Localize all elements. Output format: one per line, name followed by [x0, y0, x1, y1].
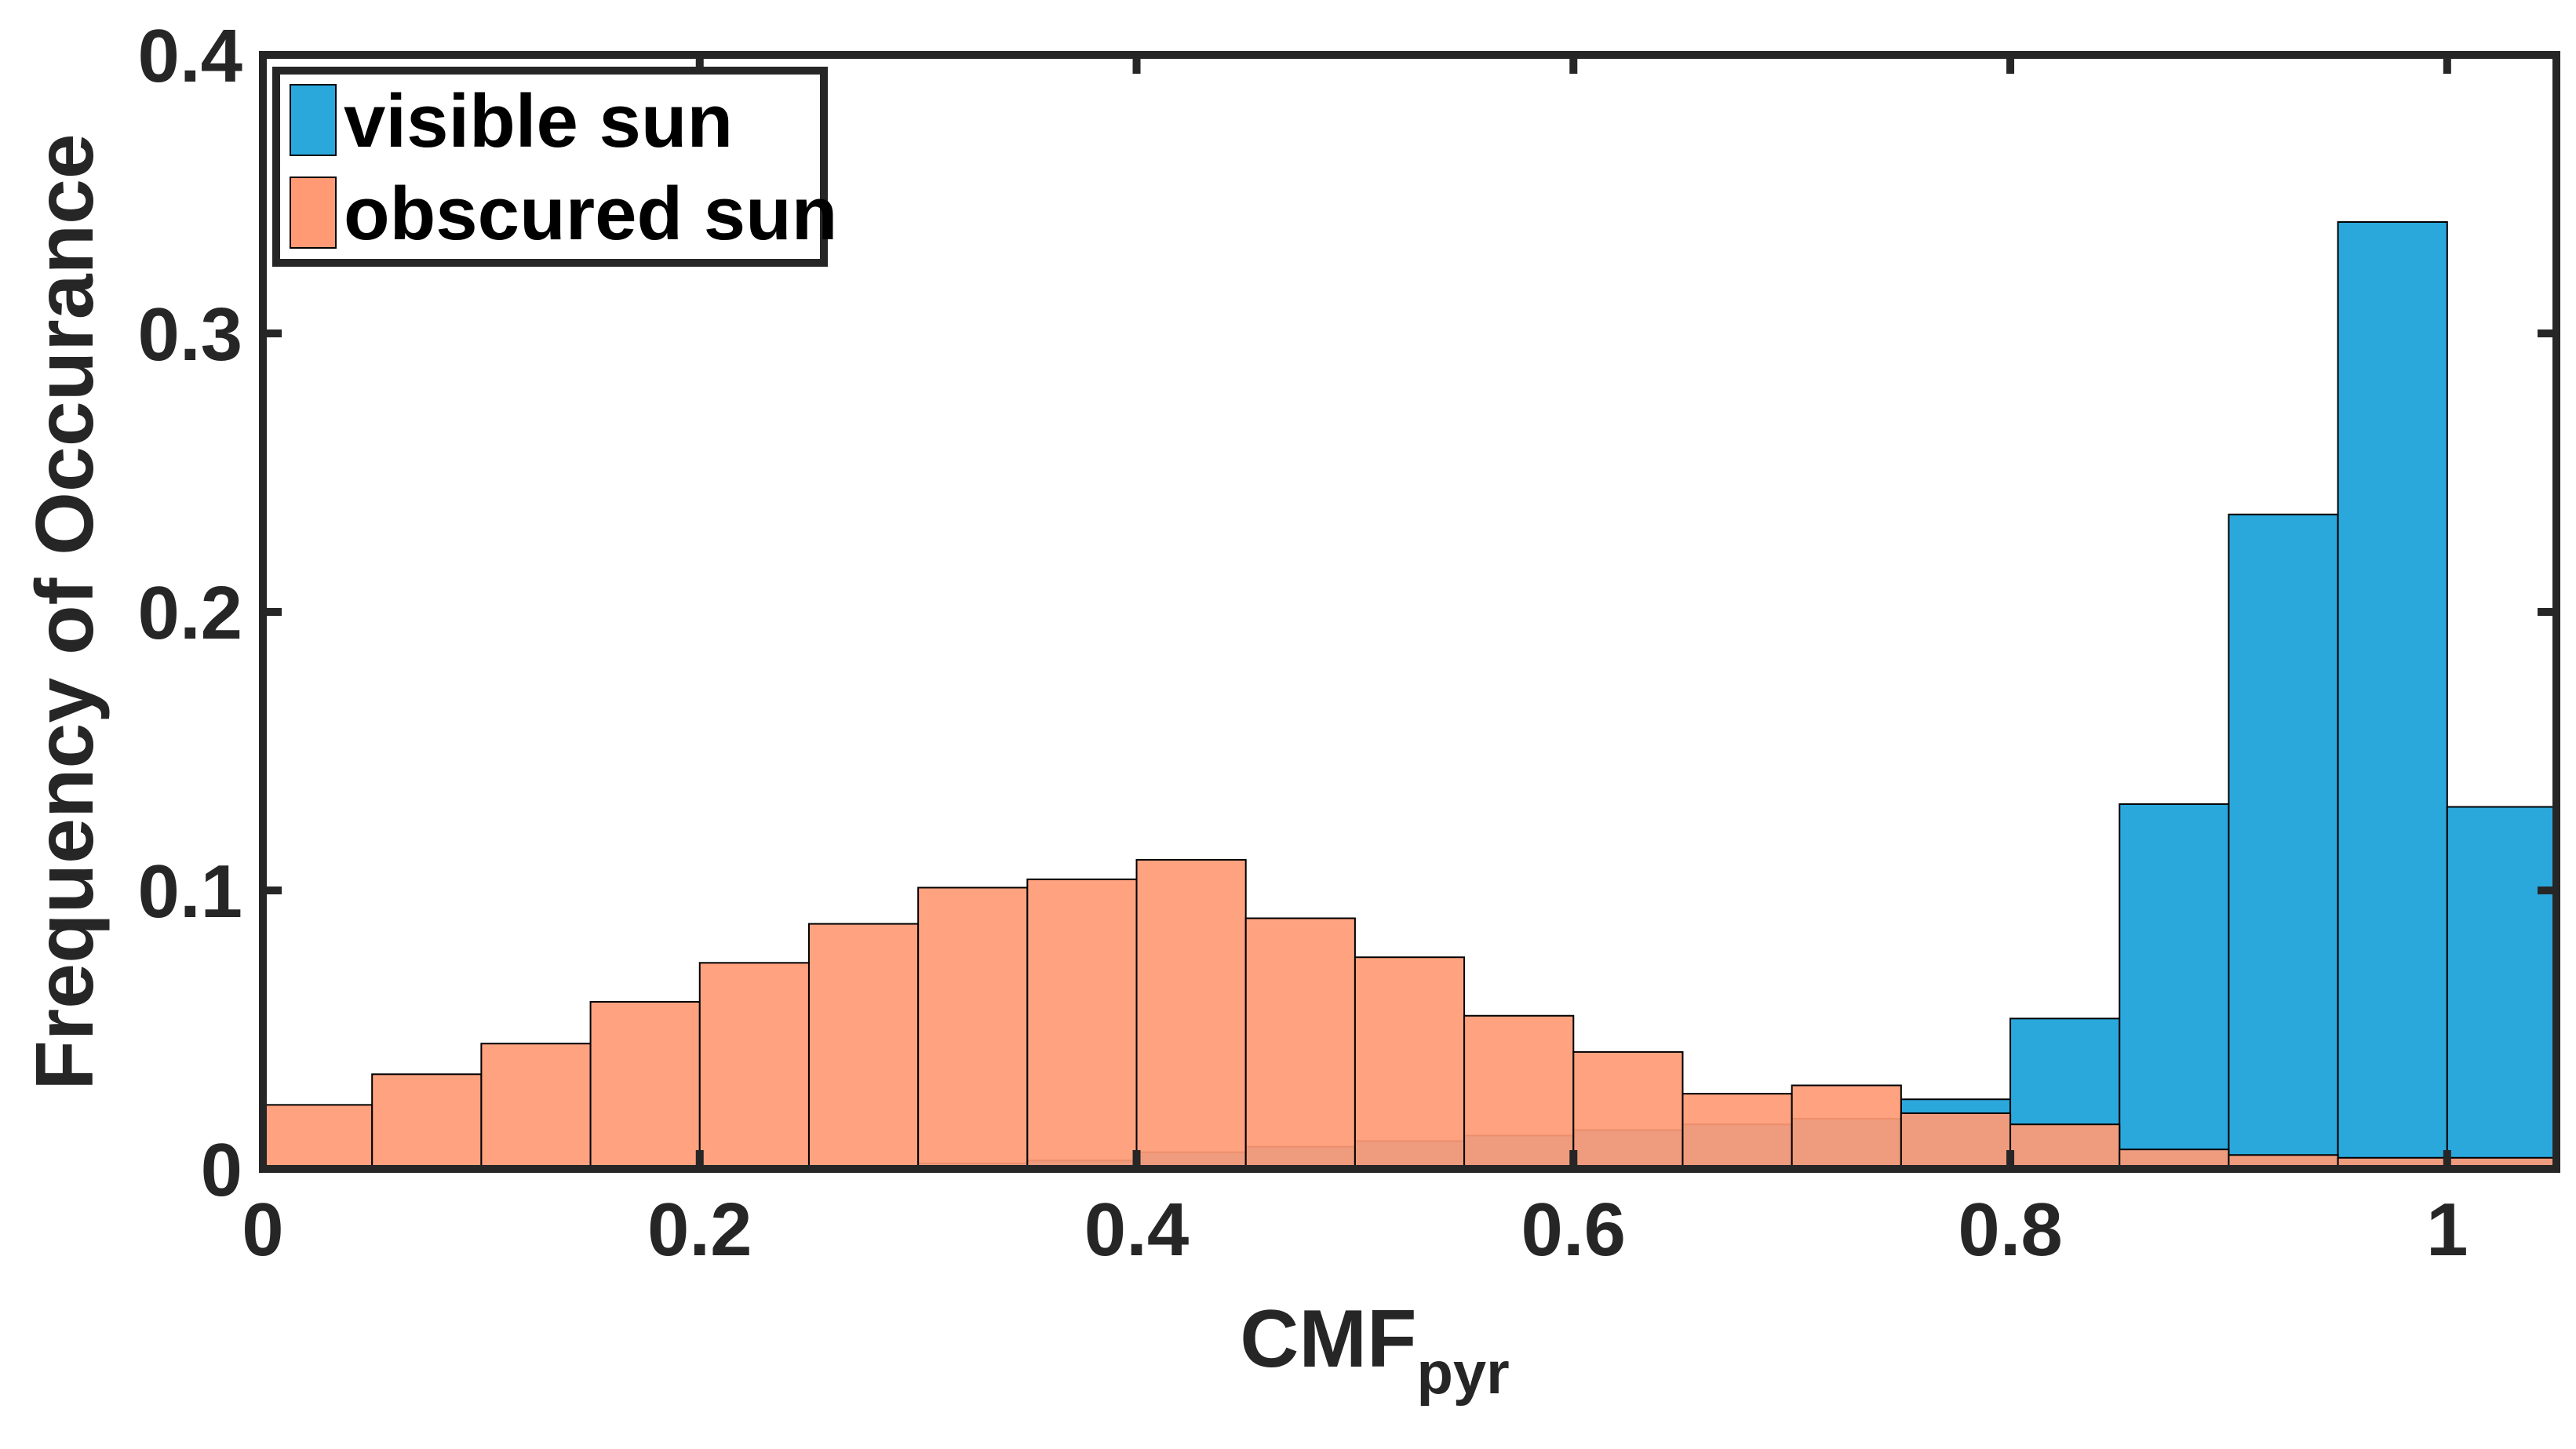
visible-sun-bar	[2337, 221, 2448, 1170]
obscured-sun-bar	[1463, 1014, 1575, 1170]
obscured-sun-bar	[589, 1001, 701, 1170]
y-tick-label: 0.4	[138, 14, 242, 98]
legend-box	[272, 67, 828, 267]
obscured-sun-bar	[2009, 1123, 2121, 1170]
y-tick-labels: 0 0.1 0.2 0.3 0.4	[138, 14, 242, 1212]
y-axis-title: Frequency of Occurance	[20, 133, 111, 1090]
obscured-sun-bar	[1244, 917, 1356, 1170]
obscured-sun-bar	[1572, 1050, 1684, 1170]
x-axis-title-subscript: pyr	[1416, 1340, 1509, 1407]
obscured-sun-bar	[807, 923, 920, 1170]
obscured-sun-bars	[262, 858, 2558, 1170]
legend: visible sun obscured sun	[272, 67, 837, 267]
visible-sun-bar	[2228, 513, 2339, 1170]
visible-sun-bar	[2446, 806, 2558, 1170]
y-tick-label: 0.3	[138, 293, 242, 377]
obscured-sun-bar	[1900, 1112, 2012, 1170]
y-tick-label: 0.2	[138, 571, 242, 655]
x-tick-label: 1	[2426, 1188, 2468, 1272]
obscured-sun-bar	[1682, 1093, 1793, 1170]
obscured-sun-bar	[371, 1073, 483, 1170]
y-tick-label: 0.1	[138, 850, 242, 934]
x-tick-label: 0.4	[1084, 1188, 1189, 1272]
obscured-sun-bar	[1354, 956, 1466, 1170]
legend-swatch-obscured-sun	[290, 177, 337, 249]
x-tick-label: 0.8	[1958, 1188, 2062, 1272]
legend-label-obscured-sun: obscured sun	[344, 172, 837, 256]
x-tick-label: 0.6	[1521, 1188, 1626, 1272]
visible-sun-bar	[2119, 803, 2230, 1170]
x-tick-label: 0	[242, 1188, 283, 1272]
legend-label-visible-sun: visible sun	[344, 79, 733, 163]
obscured-sun-bar	[480, 1043, 592, 1170]
obscured-sun-bar	[1135, 858, 1247, 1170]
x-axis-title-main: CMF	[1240, 1294, 1416, 1385]
legend-swatch-visible-sun	[290, 84, 337, 156]
obscured-sun-bar	[1791, 1084, 1902, 1170]
obscured-sun-bar	[262, 1104, 373, 1170]
y-tick-label: 0	[201, 1128, 242, 1212]
plot-frame	[259, 51, 2560, 1173]
x-tick-labels: 0 0.2 0.4 0.6 0.8 1	[242, 1188, 2468, 1272]
x-tick-label: 0.2	[647, 1188, 752, 1272]
obscured-sun-bar	[917, 887, 1029, 1170]
obscured-sun-bar	[1026, 878, 1138, 1170]
x-axis-title: CMFpyr	[1240, 1294, 1510, 1407]
obscured-sun-bar	[698, 962, 810, 1170]
